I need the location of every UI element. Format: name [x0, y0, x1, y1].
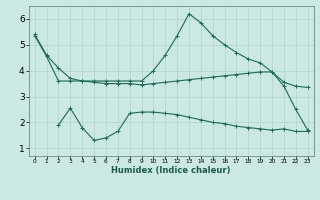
X-axis label: Humidex (Indice chaleur): Humidex (Indice chaleur) [111, 166, 231, 175]
